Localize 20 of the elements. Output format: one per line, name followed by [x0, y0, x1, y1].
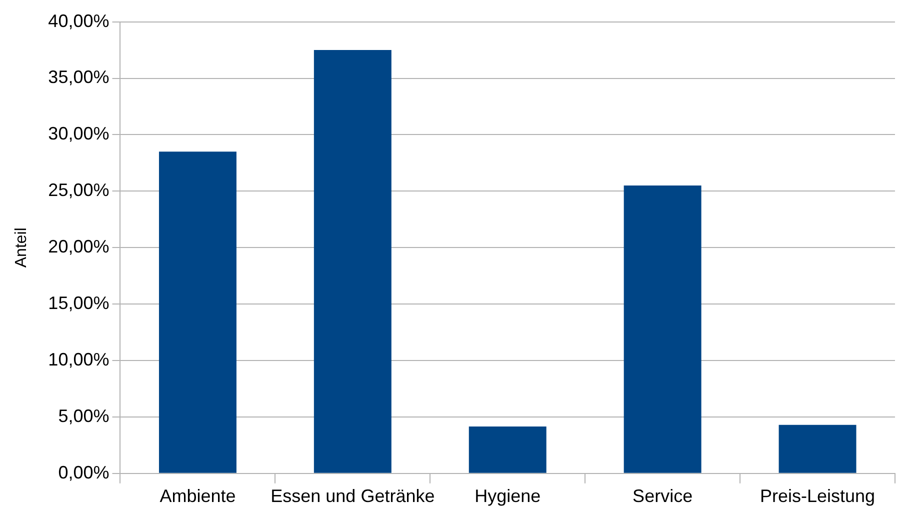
y-axis-title: Anteil: [13, 228, 30, 268]
bar: [468, 426, 546, 473]
x-tick-label: Essen und Getränke: [270, 486, 435, 506]
bar: [314, 50, 392, 473]
x-tick-label: Hygiene: [474, 486, 541, 506]
y-tick-label: 0,00%: [58, 462, 110, 482]
y-tick-label: 35,00%: [48, 67, 110, 88]
bar: [158, 152, 236, 473]
y-tick-label: 10,00%: [48, 349, 110, 370]
x-tick-label: Ambiente: [160, 486, 236, 506]
y-tick-label: 30,00%: [48, 124, 110, 144]
y-tick-label: 5,00%: [58, 406, 110, 426]
bar: [624, 186, 702, 473]
y-tick-label: 15,00%: [48, 293, 110, 314]
bar: [778, 424, 856, 473]
y-tick-label: 20,00%: [48, 236, 110, 257]
y-tick-label: 40,00%: [48, 10, 110, 31]
x-tick-label: Preis-Leistung: [760, 486, 876, 506]
x-tick-label: Service: [632, 486, 693, 506]
y-tick-label: 25,00%: [48, 180, 110, 200]
